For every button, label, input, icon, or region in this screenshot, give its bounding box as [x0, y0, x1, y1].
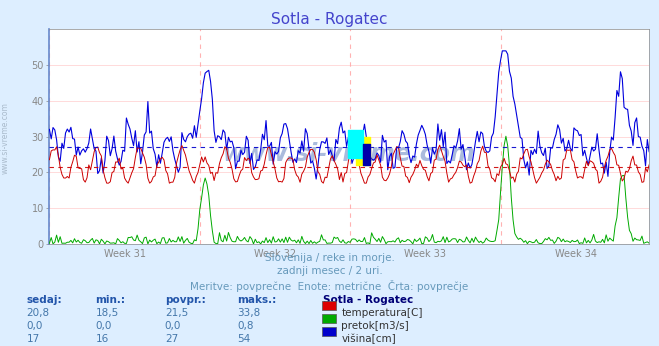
- Text: 33,8: 33,8: [237, 308, 260, 318]
- Text: temperatura[C]: temperatura[C]: [341, 308, 423, 318]
- Text: Meritve: povprečne  Enote: metrične  Črta: povprečje: Meritve: povprečne Enote: metrične Črta:…: [190, 280, 469, 292]
- Text: www.si-vreme.com: www.si-vreme.com: [223, 142, 476, 166]
- Text: 16: 16: [96, 334, 109, 344]
- Text: 27: 27: [165, 334, 178, 344]
- Text: 0,0: 0,0: [96, 321, 112, 331]
- Text: povpr.:: povpr.:: [165, 295, 206, 305]
- Text: 20,8: 20,8: [26, 308, 49, 318]
- Text: 54: 54: [237, 334, 250, 344]
- Text: višina[cm]: višina[cm]: [341, 334, 396, 344]
- Text: sedaj:: sedaj:: [26, 295, 62, 305]
- Text: www.si-vreme.com: www.si-vreme.com: [1, 102, 10, 174]
- Text: Slovenija / reke in morje.: Slovenija / reke in morje.: [264, 253, 395, 263]
- Text: 0,0: 0,0: [26, 321, 43, 331]
- Text: 0,0: 0,0: [165, 321, 181, 331]
- Text: 17: 17: [26, 334, 40, 344]
- Text: zadnji mesec / 2 uri.: zadnji mesec / 2 uri.: [277, 266, 382, 276]
- Text: Sotla - Rogatec: Sotla - Rogatec: [272, 12, 387, 27]
- Text: 0,8: 0,8: [237, 321, 254, 331]
- Text: maks.:: maks.:: [237, 295, 277, 305]
- Text: Sotla - Rogatec: Sotla - Rogatec: [323, 295, 413, 305]
- Text: min.:: min.:: [96, 295, 126, 305]
- Text: 21,5: 21,5: [165, 308, 188, 318]
- Text: 18,5: 18,5: [96, 308, 119, 318]
- Text: pretok[m3/s]: pretok[m3/s]: [341, 321, 409, 331]
